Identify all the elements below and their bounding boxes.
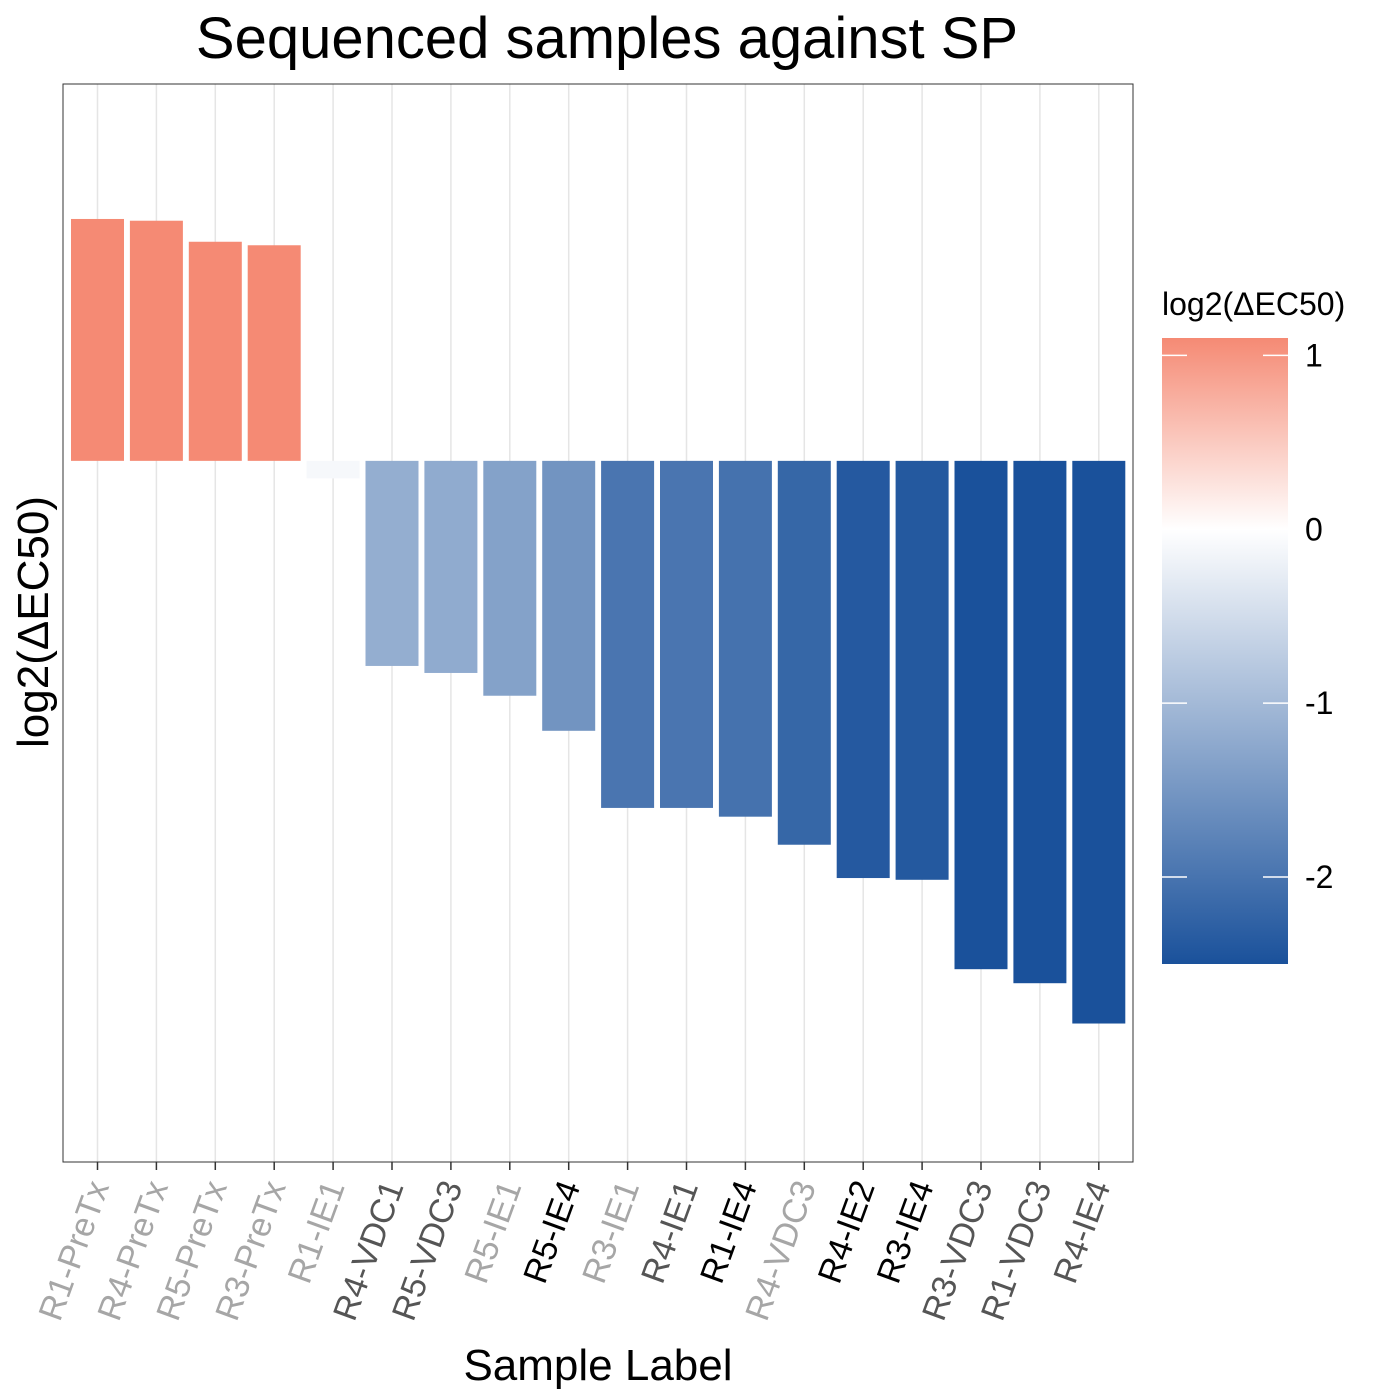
color-legend: log2(ΔEC50) 1 0 -1 -2 <box>1162 286 1345 964</box>
bar-R5-VDC3 <box>424 460 478 673</box>
bar-R1-IE4 <box>718 460 772 817</box>
bar-R1-IE1 <box>306 460 360 479</box>
bar-R5-PreTx <box>188 241 242 461</box>
plot-border <box>62 83 1134 1163</box>
legend-colorbar <box>1162 338 1288 964</box>
legend-tick-label: -2 <box>1305 859 1333 895</box>
legend-title: log2(ΔEC50) <box>1162 286 1345 322</box>
legend-tick-label: -1 <box>1305 685 1333 721</box>
bar-R3-IE1 <box>601 460 655 808</box>
bar-R3-IE4 <box>895 460 949 880</box>
legend-tick-label: 1 <box>1305 337 1323 373</box>
bar-R4-IE1 <box>660 460 713 808</box>
bar-R1-VDC3 <box>1013 460 1067 984</box>
legend-tick-label: 0 <box>1305 511 1323 547</box>
bar-R3-VDC3 <box>954 460 1008 970</box>
bar-R4-IE4 <box>1072 460 1126 1024</box>
bar-R4-VDC1 <box>365 460 419 666</box>
bar-R5-IE1 <box>483 460 537 696</box>
bar-R1-PreTx <box>71 218 124 461</box>
legend-ticks: 1 0 -1 -2 <box>1162 337 1333 895</box>
chart-title: Sequenced samples against SP <box>196 6 1018 71</box>
bars <box>71 218 1126 1024</box>
bar-R4-VDC3 <box>777 460 831 845</box>
bar-R3-PreTx <box>247 245 301 461</box>
bar-R5-IE4 <box>542 460 596 731</box>
x-axis-title: Sample Label <box>463 1341 732 1390</box>
bar-R4-IE2 <box>836 460 890 879</box>
x-axis-ticks: R1-PreTxR4-PreTxR5-PreTxR3-PreTxR1-IE1R4… <box>32 1162 1118 1325</box>
bar-R4-PreTx <box>129 220 183 461</box>
y-axis-title: log2(ΔEC50) <box>9 496 58 748</box>
